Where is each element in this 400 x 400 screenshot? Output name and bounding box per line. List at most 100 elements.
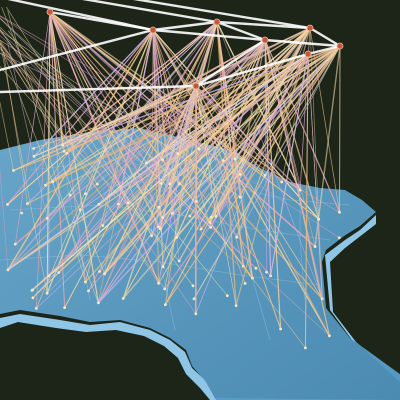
ground-node	[31, 296, 35, 300]
connection-link	[281, 53, 309, 183]
connection-link	[49, 11, 164, 218]
connection-link	[33, 85, 197, 157]
connection-link	[49, 11, 66, 308]
connection-link	[0, 17, 180, 185]
hub-nodes	[46, 8, 344, 90]
ground-node	[13, 242, 17, 246]
connection-link	[165, 45, 341, 305]
ground-node	[313, 245, 317, 249]
ground-node	[158, 227, 162, 231]
ground-node	[47, 274, 51, 278]
connection-link	[193, 45, 341, 300]
connection-link	[164, 45, 341, 290]
connection-link	[0, 48, 253, 279]
connection-link	[195, 85, 244, 267]
ground-node	[337, 236, 341, 240]
connection-link	[0, 65, 180, 262]
ground-node	[199, 227, 203, 231]
ground-node	[192, 297, 196, 301]
connection-link	[169, 53, 309, 185]
connection-link	[338, 45, 341, 213]
backbone-link	[132, 0, 312, 30]
connection-link	[159, 85, 197, 229]
ground-node	[45, 216, 49, 220]
ground-node	[32, 147, 35, 150]
backbone-link	[308, 26, 342, 48]
ground-node	[320, 297, 324, 301]
connection-link	[48, 53, 309, 277]
connection-link	[314, 45, 341, 247]
connection-link	[239, 53, 309, 198]
connection-link	[6, 6, 153, 236]
ground-node	[225, 294, 229, 297]
connection-link	[33, 29, 154, 157]
ground-node	[209, 215, 213, 219]
connection-link	[1, 6, 105, 275]
ground-node	[263, 173, 267, 177]
connection-link	[88, 85, 197, 292]
ground-node	[157, 225, 160, 229]
ground-node	[6, 268, 10, 272]
ground-node	[280, 180, 284, 184]
backbone-link	[194, 38, 267, 88]
connection-link	[152, 29, 164, 160]
ground-node	[116, 202, 120, 206]
connection-link	[236, 45, 341, 238]
ground-node	[34, 307, 38, 310]
backbone-link	[48, 10, 155, 32]
connection-link	[0, 30, 241, 198]
ground-node	[144, 161, 148, 165]
connection-link	[7, 45, 341, 271]
connection-link	[7, 21, 218, 205]
connection-links	[0, 6, 341, 349]
connection-link	[49, 11, 160, 284]
ground-node	[63, 306, 66, 309]
backbone-link	[151, 28, 267, 42]
connection-link	[98, 21, 218, 205]
connection-link	[0, 15, 340, 239]
ground-node	[96, 182, 99, 186]
ground-node	[97, 301, 100, 305]
ground-node	[317, 217, 321, 221]
connection-link	[0, 167, 9, 270]
ground-node	[222, 159, 225, 163]
backbone-links	[0, 0, 342, 94]
ground-node	[97, 202, 101, 206]
connection-link	[7, 53, 309, 271]
ground-node	[328, 334, 331, 338]
connection-link	[45, 29, 154, 186]
connection-link	[270, 53, 309, 277]
connection-link	[97, 39, 266, 304]
connection-link	[151, 85, 197, 236]
connection-link	[195, 85, 301, 191]
ground-node	[57, 271, 61, 274]
hub-node	[213, 18, 221, 26]
connection-link	[45, 85, 197, 186]
connection-link	[162, 53, 309, 218]
connection-link	[169, 45, 341, 185]
ground-node	[61, 143, 64, 147]
connection-link	[35, 11, 51, 309]
ground-node	[20, 211, 24, 215]
connection-link	[195, 85, 253, 279]
connection-link	[0, 52, 200, 150]
connection-link	[64, 21, 218, 308]
ground-node	[159, 182, 163, 185]
connection-link	[152, 29, 202, 230]
connection-link	[145, 53, 309, 164]
ground-node	[44, 183, 47, 187]
connection-link	[162, 45, 341, 218]
ground-node	[234, 304, 238, 307]
ground-node	[164, 303, 167, 306]
connection-link	[27, 21, 218, 204]
connection-link	[239, 39, 266, 175]
connection-link	[234, 53, 309, 160]
ground-node	[238, 195, 242, 199]
hub-node	[336, 42, 344, 50]
ground-node	[269, 274, 272, 278]
backbone-link	[0, 28, 155, 72]
ground-node	[6, 203, 9, 206]
hub-node	[304, 50, 312, 58]
backbone-link	[81, 0, 219, 24]
